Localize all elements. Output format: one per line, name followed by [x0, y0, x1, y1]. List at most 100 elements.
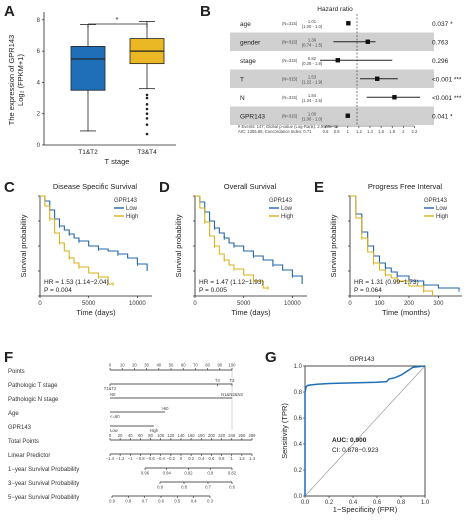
panel-a-ylabel-line1: The expression of GPR143	[7, 35, 16, 125]
nomo-5y-label: 0.6	[158, 499, 164, 504]
km-curve-high	[350, 195, 434, 296]
nomo-row-label: 5−year Survival Probability	[8, 495, 79, 501]
panel-a-cat-0: T1&T2	[78, 149, 98, 156]
km-letter: E	[314, 179, 324, 196]
nomo-row-label: GPR143	[8, 425, 32, 431]
nomo-total-label: 140	[178, 433, 186, 438]
roc-xtick-label: 0.8	[397, 500, 406, 506]
panel-a-ytick-label: 2	[37, 112, 41, 118]
panel-g: G GPR143 0.00.00.20.20.40.40.60.60.80.81…	[265, 349, 430, 514]
km-xtick-label: 0	[38, 301, 42, 307]
nomo-total-label: 80	[148, 433, 153, 438]
panel-g-ylabel: Sensitivity (TPR)	[280, 403, 289, 459]
nomo-lp-label: −1.2	[116, 456, 125, 461]
nomo-lp-label: 0.4	[198, 456, 204, 461]
forest-hr: 1.36	[308, 37, 317, 42]
km-title: Progress Free Interval	[368, 182, 443, 191]
forest-ci: (1.00 - 1.0)	[302, 116, 323, 121]
nomo-gpr-label-1: High	[150, 428, 159, 433]
forest-point	[375, 76, 380, 81]
nomo-total-label: 0	[109, 433, 112, 438]
nomo-3y-label: 0.6	[229, 485, 235, 490]
roc-xtick-label: 1.0	[421, 500, 430, 506]
forest-ci: (1.22 - 1.9)	[302, 79, 323, 84]
nomo-points-label: 50	[169, 363, 174, 368]
forest-tick-label: 1.2	[356, 129, 362, 134]
km-curve-low	[40, 195, 148, 271]
nomo-row-label: Points	[8, 369, 25, 375]
km-letter: D	[159, 179, 170, 196]
nomo-total-label: 289	[249, 433, 257, 438]
km-xtick-label: 5000	[237, 301, 251, 307]
nomo-total-label: 220	[218, 433, 226, 438]
km-xlabel: Time (days)	[231, 308, 271, 317]
nomo-lp-label: −0.2	[167, 456, 176, 461]
forest-tick-label: 0.8	[334, 129, 340, 134]
km-xtick-label: 10000	[284, 301, 301, 307]
nomo-points-label: 90	[217, 363, 222, 368]
nomo-points-label: 20	[132, 363, 137, 368]
panel-a-ytick-label: 8	[37, 18, 41, 24]
panel-b: B Hazard ratio age (N=315) 1.01(1.00 - 1.0…	[200, 3, 462, 134]
nomo-3y-label: 0.7	[205, 485, 211, 490]
panel-c: C Disease Specific Survival 0 5000 10000 Surv…	[4, 179, 152, 317]
nomo-row-label: Age	[8, 411, 19, 417]
nomo-1y-label: 0.92	[184, 471, 193, 476]
forest-point	[346, 21, 351, 26]
panel-b-footnote-2: AIC: 1355.85; Concordance Index: 0.71	[238, 129, 312, 134]
roc-ytick-label: 1.0	[294, 364, 303, 370]
nomo-total-label: 260	[238, 433, 246, 438]
panel-a-ytick-label: 0	[37, 143, 41, 149]
forest-band	[230, 106, 434, 125]
nomo-3y-label: 0.9	[157, 485, 163, 490]
km-legend-label: High	[281, 214, 293, 220]
km-p: P = 0.005	[199, 287, 227, 294]
forest-p: 0.037 *	[432, 21, 453, 28]
nomo-lp-label: 0.8	[219, 456, 225, 461]
nomo-points-label: 0	[109, 363, 112, 368]
box-outlier	[145, 96, 149, 100]
km-curve-low	[195, 195, 303, 284]
forest-label: age	[240, 21, 251, 28]
box-outlier	[145, 123, 149, 126]
nomo-lp-label: −0.4	[157, 456, 166, 461]
km-xtick-label: 100	[374, 301, 385, 307]
nomo-t-label: T4	[215, 378, 221, 383]
nomo-n-label-1: N1&N2&N3	[221, 392, 243, 397]
nomo-lp-label: 0	[180, 456, 183, 461]
nomo-total-label: 40	[128, 433, 133, 438]
forest-p: <0.001 ***	[432, 95, 462, 102]
km-title: Overall Survival	[224, 182, 277, 191]
km-legend-title: GPR143	[424, 198, 448, 204]
km-legend-label: High	[126, 214, 138, 220]
nomo-5y-label: 0.9	[109, 499, 115, 504]
panel-g-ci: CI: 0.878−0.923	[332, 447, 379, 454]
box-outlier	[145, 103, 149, 106]
forest-ci: (1.34 - 2.5)	[302, 98, 323, 103]
box-outlier	[145, 93, 149, 97]
panel-f-letter: F	[4, 349, 13, 366]
panel-d: D Overall Survival 0 5000 10000 Survival prob…	[159, 179, 307, 317]
forest-p: <0.001 ***	[432, 76, 462, 83]
km-hr: HR = 1.31 (0.99−1.73)	[354, 279, 419, 286]
roc-ytick-label: 0.8	[294, 390, 303, 396]
panel-a-cat-1: T3&T4	[137, 149, 157, 156]
nomo-total-label: 180	[198, 433, 206, 438]
nomo-row-label: Pathologic N stage	[8, 397, 59, 403]
forest-hr: 1.01	[308, 19, 317, 24]
forest-ci: (0.74 - 1.5)	[302, 42, 323, 47]
km-xtick-label: 300	[433, 301, 444, 307]
panel-a: A The expression of GPR143 Log₂ (FPKM+1)…	[4, 3, 176, 166]
km-ylabel: Survival probability	[329, 214, 338, 277]
forest-band	[230, 32, 434, 51]
km-xlabel: Time (days)	[76, 308, 116, 317]
nomo-lp-label: −1.4	[106, 456, 115, 461]
forest-label: T	[240, 76, 244, 83]
forest-n: (N=315)	[282, 113, 298, 118]
nomo-total-label: 120	[167, 433, 175, 438]
nomo-1y-label: 0.9	[207, 471, 213, 476]
forest-tick-label: 1.8	[389, 129, 395, 134]
nomo-t-label: T3	[230, 378, 236, 383]
box-outlier	[145, 107, 149, 111]
forest-band	[230, 69, 434, 88]
